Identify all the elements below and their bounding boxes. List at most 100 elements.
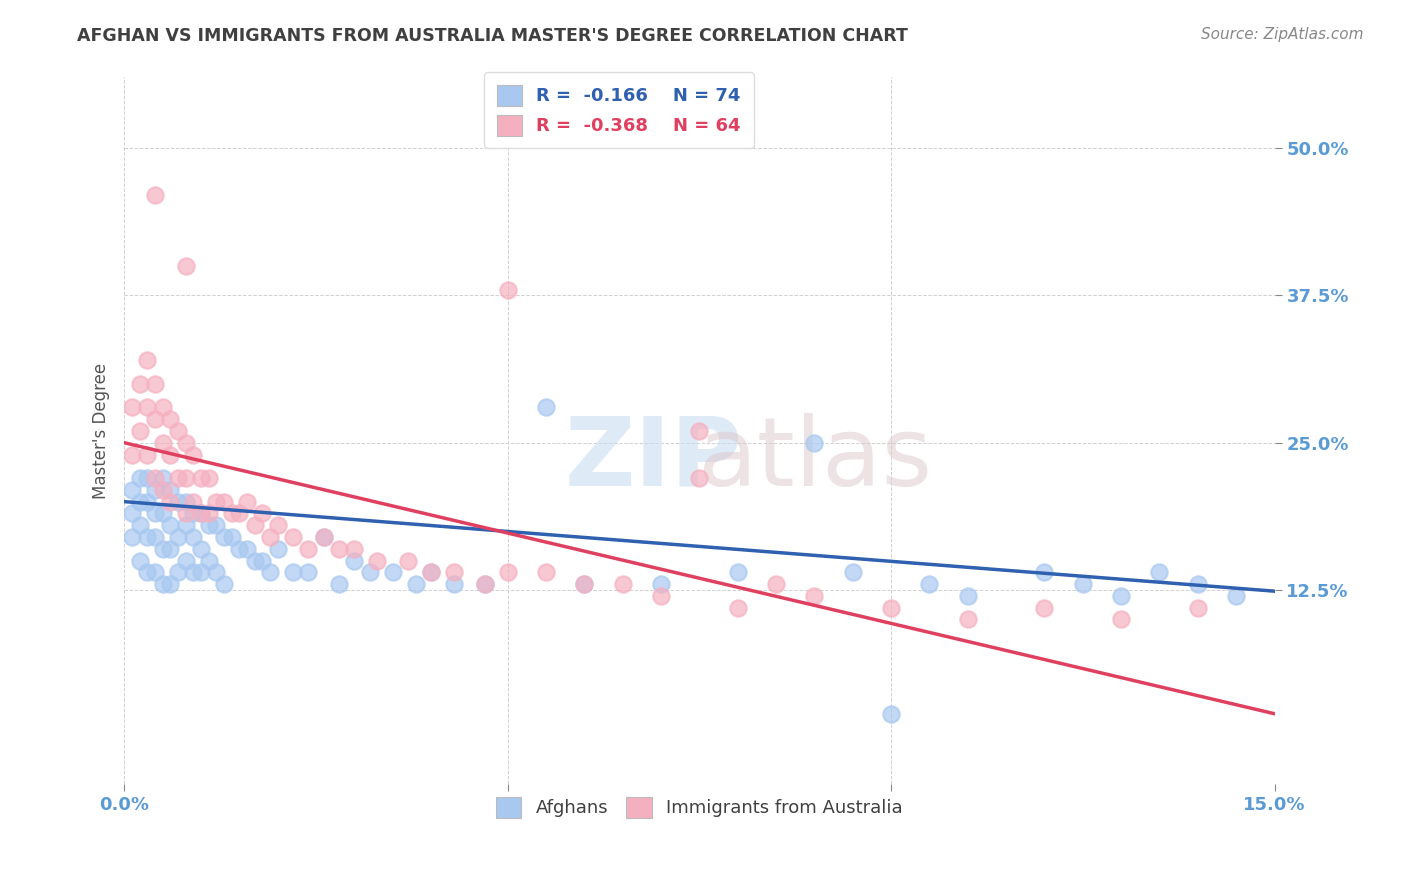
Point bbox=[212, 530, 235, 544]
Point bbox=[167, 424, 190, 438]
Point bbox=[121, 401, 143, 415]
Point bbox=[143, 566, 166, 580]
Point bbox=[159, 577, 181, 591]
Point bbox=[297, 541, 319, 556]
Point bbox=[143, 471, 166, 485]
Point bbox=[128, 376, 150, 391]
Point bbox=[174, 494, 197, 508]
Point bbox=[474, 577, 496, 591]
Point bbox=[803, 589, 825, 603]
Point bbox=[381, 566, 404, 580]
Point bbox=[205, 566, 228, 580]
Point bbox=[880, 706, 903, 721]
Point bbox=[259, 530, 281, 544]
Point bbox=[128, 518, 150, 533]
Point bbox=[136, 566, 159, 580]
Text: Source: ZipAtlas.com: Source: ZipAtlas.com bbox=[1201, 27, 1364, 42]
Point bbox=[956, 589, 979, 603]
Point bbox=[181, 494, 204, 508]
Point bbox=[190, 507, 212, 521]
Point bbox=[534, 566, 557, 580]
Point bbox=[474, 577, 496, 591]
Text: ZIP: ZIP bbox=[564, 413, 742, 506]
Point bbox=[121, 483, 143, 497]
Point bbox=[197, 507, 219, 521]
Point bbox=[574, 577, 596, 591]
Point bbox=[221, 507, 243, 521]
Point bbox=[136, 471, 159, 485]
Point bbox=[534, 401, 557, 415]
Point bbox=[167, 530, 190, 544]
Point bbox=[143, 412, 166, 426]
Point bbox=[252, 553, 274, 567]
Point bbox=[312, 530, 335, 544]
Point bbox=[121, 448, 143, 462]
Point bbox=[880, 600, 903, 615]
Point bbox=[143, 376, 166, 391]
Point bbox=[243, 518, 266, 533]
Point bbox=[359, 566, 381, 580]
Point bbox=[765, 577, 787, 591]
Point bbox=[143, 507, 166, 521]
Point bbox=[956, 612, 979, 626]
Point bbox=[420, 566, 443, 580]
Point bbox=[152, 541, 174, 556]
Point bbox=[252, 507, 274, 521]
Point bbox=[205, 494, 228, 508]
Point bbox=[136, 448, 159, 462]
Point bbox=[1071, 577, 1094, 591]
Point bbox=[281, 566, 304, 580]
Point bbox=[266, 541, 288, 556]
Point bbox=[328, 541, 350, 556]
Point bbox=[181, 530, 204, 544]
Point bbox=[842, 566, 865, 580]
Point bbox=[396, 553, 419, 567]
Point bbox=[205, 518, 228, 533]
Point bbox=[1033, 600, 1056, 615]
Point bbox=[197, 553, 219, 567]
Point bbox=[152, 471, 174, 485]
Point bbox=[167, 471, 190, 485]
Point bbox=[688, 471, 710, 485]
Point bbox=[190, 541, 212, 556]
Point bbox=[1149, 566, 1171, 580]
Point bbox=[343, 553, 366, 567]
Point bbox=[420, 566, 443, 580]
Point bbox=[803, 435, 825, 450]
Point bbox=[243, 553, 266, 567]
Point bbox=[312, 530, 335, 544]
Point bbox=[136, 353, 159, 368]
Point bbox=[236, 541, 259, 556]
Point bbox=[259, 566, 281, 580]
Point bbox=[650, 577, 672, 591]
Point bbox=[727, 600, 749, 615]
Point bbox=[128, 494, 150, 508]
Point bbox=[1033, 566, 1056, 580]
Point bbox=[650, 589, 672, 603]
Point bbox=[143, 530, 166, 544]
Point bbox=[152, 401, 174, 415]
Point bbox=[159, 518, 181, 533]
Point bbox=[297, 566, 319, 580]
Point bbox=[152, 577, 174, 591]
Point bbox=[121, 530, 143, 544]
Point bbox=[688, 424, 710, 438]
Point bbox=[574, 577, 596, 591]
Point bbox=[159, 494, 181, 508]
Point bbox=[121, 507, 143, 521]
Point bbox=[167, 566, 190, 580]
Point bbox=[190, 566, 212, 580]
Point bbox=[228, 541, 250, 556]
Point bbox=[212, 577, 235, 591]
Point bbox=[128, 471, 150, 485]
Point bbox=[221, 530, 243, 544]
Point bbox=[190, 471, 212, 485]
Point bbox=[496, 283, 519, 297]
Point bbox=[167, 494, 190, 508]
Point bbox=[405, 577, 427, 591]
Point bbox=[143, 188, 166, 202]
Point bbox=[174, 553, 197, 567]
Point bbox=[152, 435, 174, 450]
Point bbox=[174, 518, 197, 533]
Point bbox=[1225, 589, 1247, 603]
